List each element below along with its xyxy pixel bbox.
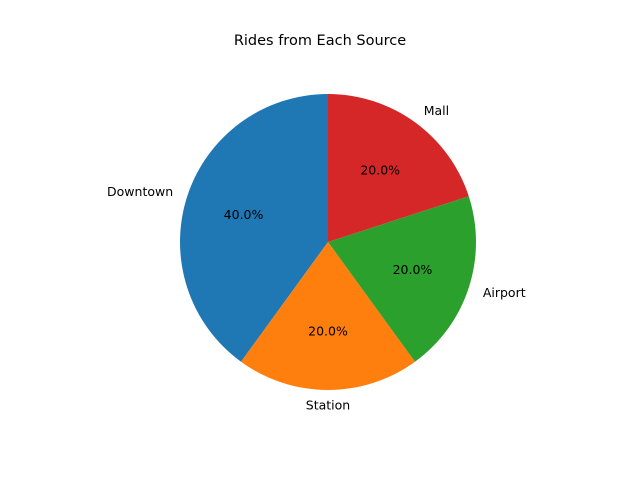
chart-title: Rides from Each Source — [233, 33, 407, 49]
slice-percent-airport: 20.0% — [393, 262, 433, 277]
pie-slice-mall — [328, 94, 469, 242]
pie-labels: Downtown 40.0% Station 20.0% Airport 20.0% Mal… — [107, 103, 526, 413]
slice-label-airport: Airport — [483, 285, 526, 300]
slice-label-station: Station — [306, 397, 350, 412]
slice-percent-mall: 20.0% — [360, 163, 400, 178]
pie-slices — [179, 94, 476, 390]
slice-percent-downtown: 40.0% — [224, 207, 264, 222]
pie-slice-station — [241, 242, 415, 390]
slice-percent-station: 20.0% — [308, 323, 348, 338]
slice-label-mall: Mall — [424, 103, 449, 118]
slice-label-downtown: Downtown — [107, 184, 173, 199]
pie-slice-airport — [328, 196, 476, 362]
pie-slice-downtown — [179, 94, 328, 362]
